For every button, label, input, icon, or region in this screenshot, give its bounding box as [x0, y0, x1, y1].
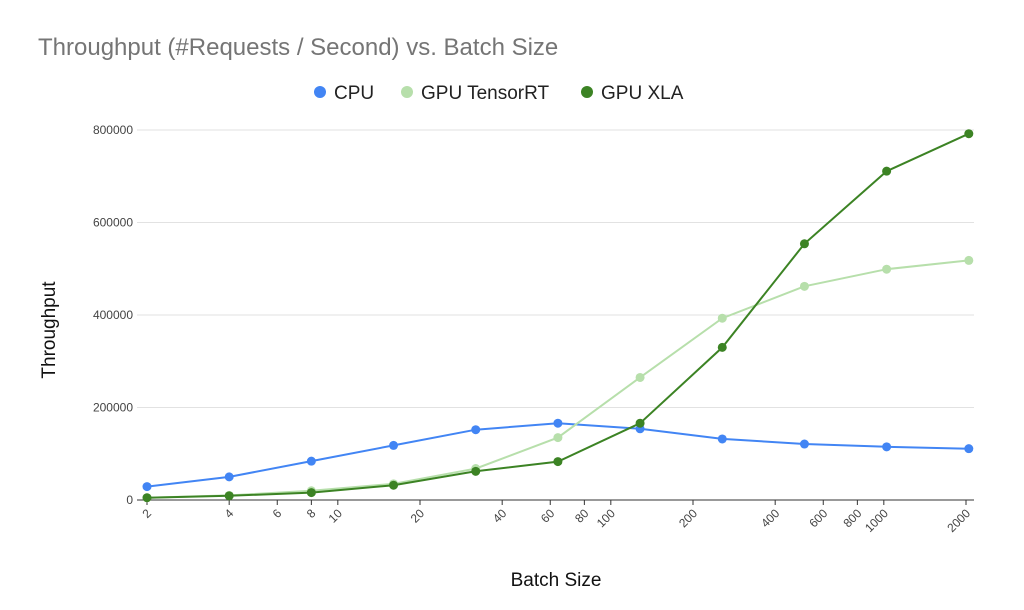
data-point — [964, 255, 974, 265]
legend-label: CPU — [334, 83, 374, 104]
y-tick-label: 600000 — [93, 216, 133, 230]
y-tick-label: 400000 — [93, 308, 133, 322]
legend-marker — [581, 86, 593, 98]
data-point — [717, 342, 727, 352]
x-tick-label: 10 — [326, 506, 346, 526]
data-point — [717, 313, 727, 323]
data-point — [142, 482, 152, 492]
legend-marker — [401, 86, 413, 98]
data-point — [799, 281, 809, 291]
data-point — [799, 239, 809, 249]
gridlines — [137, 129, 974, 408]
data-point — [964, 129, 974, 139]
data-point — [389, 440, 399, 450]
x-tick-label: 20 — [408, 506, 428, 526]
x-axis-title: Batch Size — [511, 570, 602, 591]
series-line — [146, 422, 969, 488]
data-point — [553, 457, 563, 467]
y-tick-label: 200000 — [93, 401, 133, 415]
x-tick-label: 40 — [490, 506, 510, 526]
x-tick-label: 60 — [538, 506, 558, 526]
data-point — [635, 372, 645, 382]
data-point — [553, 418, 563, 428]
data-point — [471, 466, 481, 476]
data-point — [635, 418, 645, 428]
data-point — [224, 491, 234, 501]
data-point — [882, 166, 892, 176]
data-point — [471, 425, 481, 435]
data-point — [799, 439, 809, 449]
legend-marker — [314, 86, 326, 98]
data-point — [882, 442, 892, 452]
x-tick-label: 4 — [222, 506, 237, 521]
chart-title: Throughput (#Requests / Second) vs. Batc… — [38, 34, 558, 61]
y-axis-ticks: 0 200000 400000 600000 800000 — [93, 123, 133, 507]
data-point — [142, 493, 152, 503]
x-tick-label: 600 — [806, 506, 830, 530]
data-point — [717, 434, 727, 444]
series-cpu — [142, 418, 974, 492]
x-tick-label: 1000 — [862, 506, 891, 535]
series-gpu-xla — [142, 129, 974, 503]
data-point — [306, 456, 316, 466]
x-tick-label: 6 — [270, 506, 285, 521]
y-tick-label: 800000 — [93, 123, 133, 137]
data-point — [224, 472, 234, 482]
x-tick-label: 100 — [594, 506, 618, 530]
legend-label: GPU TensorRT — [421, 83, 550, 104]
data-point — [389, 480, 399, 490]
y-axis-title: Throughput — [39, 281, 60, 379]
x-tick-label: 8 — [304, 506, 319, 521]
y-tick-label: 0 — [126, 493, 133, 507]
series-layer — [142, 129, 974, 503]
x-tick-label: 200 — [676, 506, 700, 530]
x-tick-label: 2 — [139, 506, 154, 521]
data-point — [306, 488, 316, 498]
x-tick-label: 400 — [758, 506, 782, 530]
x-tick-label: 2000 — [944, 506, 973, 535]
data-point — [553, 433, 563, 443]
x-tick-label: 80 — [572, 506, 592, 526]
x-tick-label: 800 — [840, 506, 864, 530]
series-line — [146, 132, 970, 499]
legend: CPU GPU TensorRT GPU XLA — [314, 83, 684, 104]
data-point — [964, 444, 974, 454]
data-point — [882, 264, 892, 274]
legend-label: GPU XLA — [601, 83, 684, 104]
